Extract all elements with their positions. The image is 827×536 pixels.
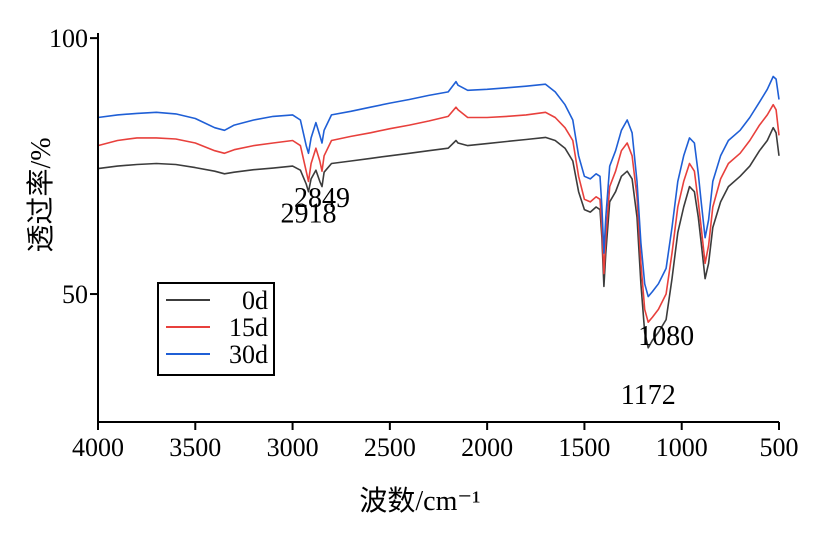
- x-tick-label: 2500: [364, 433, 416, 462]
- peak-label-2849: 2849: [294, 183, 350, 214]
- x-tick-label: 3500: [169, 433, 221, 462]
- peak-label-2918: 2918: [281, 198, 337, 229]
- x-tick-label: 500: [760, 433, 799, 462]
- x-tick-label: 2000: [461, 433, 513, 462]
- y-axis-title: 透过率/%: [25, 137, 57, 252]
- x-axis-title: 波数/cm⁻¹: [359, 485, 480, 517]
- legend-label-30d: 30d: [229, 340, 268, 369]
- axes-layer: [97, 33, 779, 423]
- legend-label-0d: 0d: [242, 286, 268, 315]
- peak-label-1172: 1172: [621, 380, 676, 411]
- series-layer: [97, 75, 780, 349]
- x-tick-label: 3000: [267, 433, 319, 462]
- series-line-30d: [97, 75, 780, 298]
- peak-label-1080: 1080: [638, 321, 694, 352]
- y-tick-label: 100: [49, 24, 88, 53]
- x-tick-label: 1000: [656, 433, 708, 462]
- series-line-0d: [97, 126, 780, 349]
- series-line-15d: [97, 103, 780, 323]
- ticks-layer: 4000 3500 3000 2500 2000 1500 1000 500 50 100: [49, 24, 799, 462]
- legend-box: [157, 282, 275, 376]
- y-tick-label: 50: [62, 280, 88, 309]
- legend-label-15d: 15d: [229, 313, 268, 342]
- x-tick-label: 4000: [72, 433, 124, 462]
- x-tick-label: 1500: [558, 433, 610, 462]
